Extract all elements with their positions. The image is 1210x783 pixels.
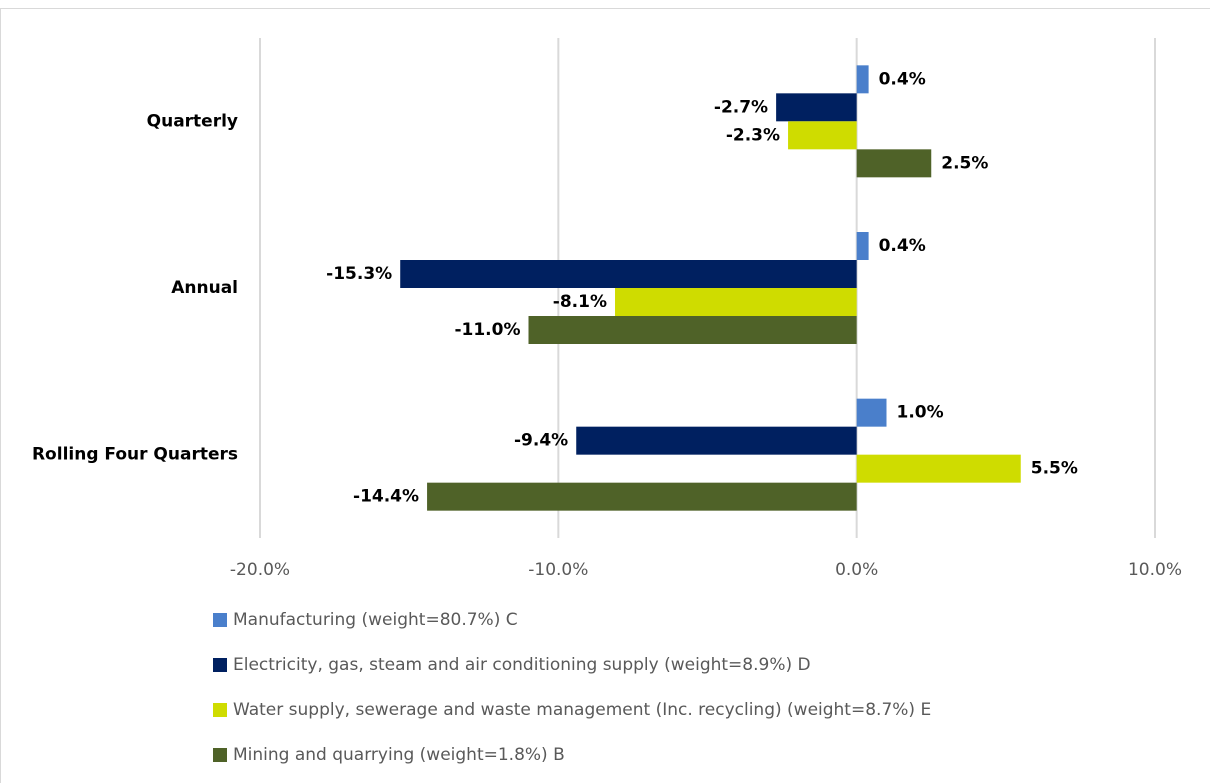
bar [856, 454, 1021, 483]
legend-label: Mining and quarrying (weight=1.8%) B [233, 745, 565, 765]
bar [856, 232, 869, 260]
category-label: Rolling Four Quarters [32, 445, 238, 465]
bar [856, 398, 887, 427]
legend-label: Manufacturing (weight=80.7%) C [233, 610, 518, 630]
data-label: 2.5% [941, 153, 988, 173]
data-label: -2.7% [714, 97, 768, 117]
legend-swatch [213, 703, 227, 717]
legend-swatch [213, 613, 227, 627]
bar [615, 288, 857, 316]
x-tick-label: 10.0% [1128, 560, 1182, 580]
chart-frame [0, 8, 1210, 783]
category-label: Quarterly [147, 111, 238, 131]
bar [576, 426, 857, 455]
legend-label: Water supply, sewerage and waste managem… [233, 700, 931, 720]
bar [788, 121, 857, 150]
bar [400, 260, 857, 288]
data-label: -11.0% [454, 320, 520, 340]
data-label: 0.4% [879, 236, 926, 256]
data-label: 0.4% [879, 69, 926, 89]
data-label: -15.3% [326, 264, 392, 284]
x-tick-label: -10.0% [528, 560, 588, 580]
legend-swatch [213, 748, 227, 762]
x-tick-label: -20.0% [230, 560, 290, 580]
category-label: Annual [171, 278, 238, 298]
legend-swatch [213, 658, 227, 672]
bar [427, 482, 857, 511]
legend-label: Electricity, gas, steam and air conditio… [233, 655, 811, 675]
x-tick-label: 0.0% [835, 560, 878, 580]
data-label: 1.0% [897, 403, 944, 423]
bar [856, 149, 932, 178]
bar [776, 93, 857, 122]
data-label: 5.5% [1031, 459, 1078, 479]
data-label: -8.1% [553, 292, 607, 312]
data-label: -14.4% [353, 487, 419, 507]
data-label: -2.3% [726, 125, 780, 145]
bar [528, 316, 857, 344]
data-label: -9.4% [514, 431, 568, 451]
bar [856, 65, 869, 94]
